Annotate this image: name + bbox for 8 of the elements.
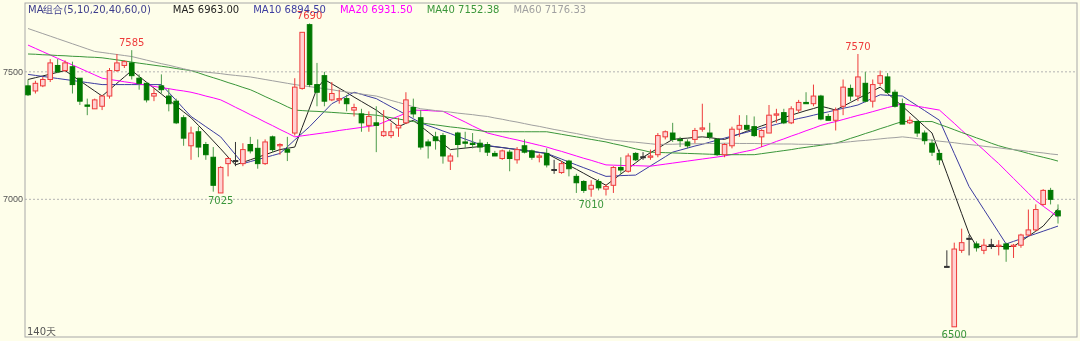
y-tick-label: 7500 — [2, 66, 23, 77]
annotation: 7025 — [207, 194, 234, 206]
annotation: 7570 — [845, 40, 871, 52]
y-tick-label: 7000 — [2, 194, 23, 205]
annotation: 6500 — [941, 328, 967, 340]
annotation: 140天 — [27, 326, 57, 337]
annotation: 7010 — [578, 198, 604, 210]
annotation: 7585 — [119, 37, 145, 49]
